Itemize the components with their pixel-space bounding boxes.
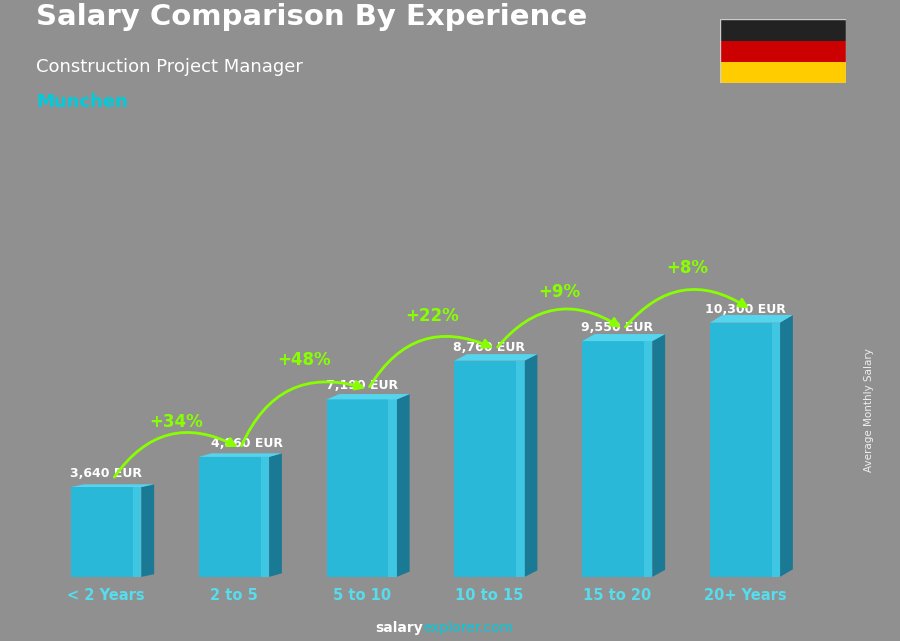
Polygon shape: [710, 322, 780, 577]
Polygon shape: [525, 354, 537, 577]
Text: explorer.com: explorer.com: [423, 620, 513, 635]
Polygon shape: [327, 399, 397, 577]
Polygon shape: [582, 341, 652, 577]
Polygon shape: [644, 341, 652, 577]
Polygon shape: [269, 453, 282, 577]
Text: +48%: +48%: [277, 351, 331, 369]
Text: 9,550 EUR: 9,550 EUR: [581, 320, 653, 334]
Polygon shape: [517, 361, 525, 577]
Text: Munchen: Munchen: [36, 93, 128, 111]
Text: 7,190 EUR: 7,190 EUR: [326, 379, 398, 392]
Polygon shape: [261, 457, 269, 577]
Polygon shape: [771, 322, 780, 577]
Polygon shape: [780, 315, 793, 577]
Polygon shape: [389, 399, 397, 577]
Text: 4,860 EUR: 4,860 EUR: [211, 437, 283, 450]
Text: 8,760 EUR: 8,760 EUR: [454, 341, 526, 354]
Polygon shape: [133, 487, 141, 577]
Polygon shape: [710, 315, 793, 322]
Text: salary: salary: [375, 620, 423, 635]
Text: Salary Comparison By Experience: Salary Comparison By Experience: [36, 3, 587, 31]
Polygon shape: [397, 394, 410, 577]
Polygon shape: [199, 457, 269, 577]
Text: +9%: +9%: [539, 283, 580, 301]
Polygon shape: [454, 354, 537, 361]
Polygon shape: [199, 453, 282, 457]
Polygon shape: [582, 334, 665, 341]
Text: Construction Project Manager: Construction Project Manager: [36, 58, 303, 76]
Bar: [720, 19, 846, 40]
Text: 3,640 EUR: 3,640 EUR: [70, 467, 142, 479]
Text: Average Monthly Salary: Average Monthly Salary: [863, 348, 874, 472]
Polygon shape: [652, 334, 665, 577]
Text: +34%: +34%: [149, 413, 203, 431]
Text: +8%: +8%: [667, 259, 708, 278]
Polygon shape: [71, 487, 141, 577]
Polygon shape: [327, 394, 410, 399]
Bar: [720, 40, 846, 62]
Text: +22%: +22%: [405, 307, 459, 325]
Bar: [720, 62, 846, 83]
Polygon shape: [141, 485, 154, 577]
Text: 10,300 EUR: 10,300 EUR: [705, 303, 786, 315]
Polygon shape: [454, 361, 525, 577]
Polygon shape: [71, 485, 154, 487]
